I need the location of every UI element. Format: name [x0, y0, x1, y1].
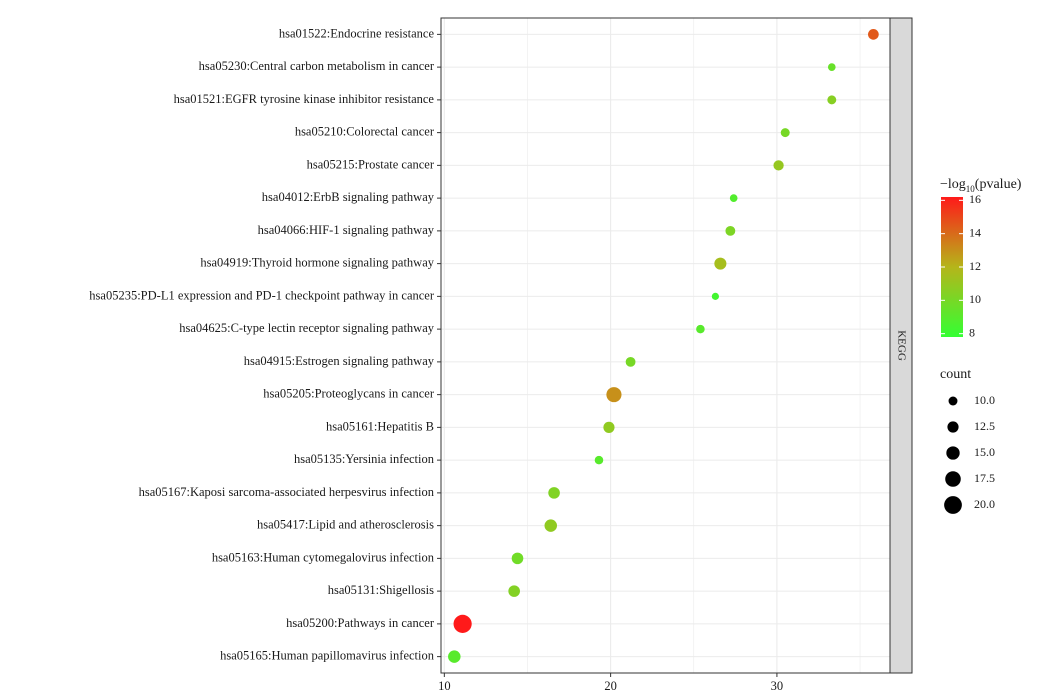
x-axis-tick-label: 20 [604, 679, 617, 693]
y-axis-labels: hsa01522:Endocrine resistance hsa05230:Ce… [89, 26, 441, 663]
y-axis-label: hsa05235:PD-L1 expression and PD-1 check… [89, 288, 435, 302]
size-legend-items: 10.0 12.5 15.0 17.5 20.0 [944, 393, 995, 514]
facet-strip-label: KEGG [895, 330, 907, 361]
data-point [773, 160, 784, 171]
color-legend-ticks: 8 10 12 14 16 [941, 192, 981, 339]
y-axis-label: hsa05417:Lipid and atherosclerosis [257, 518, 434, 532]
color-legend-title-prefix: −log [940, 177, 966, 192]
y-axis-label: hsa05215:Prostate cancer [307, 157, 435, 171]
size-legend-dot [947, 421, 959, 433]
y-axis-label: hsa05163:Human cytomegalovirus infection [212, 550, 435, 564]
size-legend-label: 15.0 [974, 445, 995, 459]
y-axis-label: hsa04915:Estrogen signaling pathway [244, 354, 435, 368]
y-axis-label: hsa04012:ErbB signaling pathway [262, 190, 435, 204]
data-point [544, 519, 557, 532]
size-legend-label: 12.5 [974, 419, 995, 433]
x-axis: 10 20 30 [438, 673, 783, 693]
color-legend-title: −log10(pvalue) [940, 177, 1022, 194]
size-legend-label: 17.5 [974, 471, 995, 485]
y-axis-label: hsa04066:HIF-1 signaling pathway [258, 223, 435, 237]
y-axis-label: hsa05161:Hepatitis B [326, 419, 434, 433]
data-point [511, 552, 524, 565]
y-axis-label: hsa05230:Central carbon metabolism in ca… [199, 59, 435, 73]
size-legend-dot [945, 471, 961, 487]
color-legend-tick-label: 10 [969, 292, 981, 306]
data-point [725, 225, 736, 236]
facet-strip-background [889, 17, 913, 674]
y-axis-label: hsa05210:Colorectal cancer [295, 125, 435, 139]
size-legend-dot [946, 446, 960, 460]
color-legend-tick-label: 14 [969, 225, 981, 239]
data-point [868, 29, 879, 40]
data-point [827, 95, 837, 105]
data-point [603, 421, 615, 433]
x-axis-tick-label: 30 [771, 679, 784, 693]
data-point [696, 324, 705, 334]
data-point [448, 650, 461, 663]
data-point [548, 487, 560, 499]
facet-strip: KEGG [889, 17, 913, 674]
x-axis-tick-label: 10 [438, 679, 451, 693]
y-axis-label: hsa04625:C-type lectin receptor signalin… [179, 321, 435, 335]
y-axis-label: hsa05135:Yersinia infection [294, 452, 435, 466]
size-legend-label: 20.0 [974, 497, 995, 511]
grid-lines [441, 18, 890, 673]
color-legend-title-subscript: 10 [966, 184, 976, 194]
plot-panel-border [440, 17, 891, 674]
size-legend-dot [948, 396, 958, 406]
y-axis-label: hsa01522:Endocrine resistance [279, 26, 435, 40]
data-point [606, 387, 622, 403]
data-point [453, 614, 472, 633]
color-legend-tick-label: 12 [969, 259, 981, 273]
data-point [625, 356, 636, 367]
y-axis-label: hsa05167:Kaposi sarcoma-associated herpe… [139, 485, 435, 499]
y-axis-label: hsa05131:Shigellosis [328, 583, 434, 597]
y-axis-label: hsa05165:Human papillomavirus infection [220, 649, 435, 663]
y-axis-label: hsa01521:EGFR tyrosine kinase inhibitor … [174, 92, 435, 106]
size-legend-dot [944, 496, 962, 514]
color-legend-title-suffix: (pvalue) [975, 177, 1022, 192]
data-point [711, 292, 719, 300]
size-legend: count 10.0 12.5 15.0 17.5 20.0 [940, 367, 995, 514]
color-legend-tick-label: 16 [969, 192, 981, 206]
size-legend-title: count [940, 367, 971, 382]
y-axis-label: hsa05200:Pathways in cancer [286, 616, 435, 630]
y-axis-label: hsa04919:Thyroid hormone signaling pathw… [200, 256, 434, 270]
color-legend-bar [941, 197, 963, 337]
data-point [714, 257, 727, 270]
size-legend-label: 10.0 [974, 393, 995, 407]
data-point [594, 455, 604, 465]
data-point [827, 63, 836, 71]
y-axis-label: hsa05205:Proteoglycans in cancer [263, 387, 435, 401]
data-point [729, 194, 738, 202]
data-point [508, 585, 520, 597]
data-points [448, 29, 879, 663]
data-point [780, 128, 790, 138]
color-legend-tick-label: 8 [969, 325, 975, 339]
